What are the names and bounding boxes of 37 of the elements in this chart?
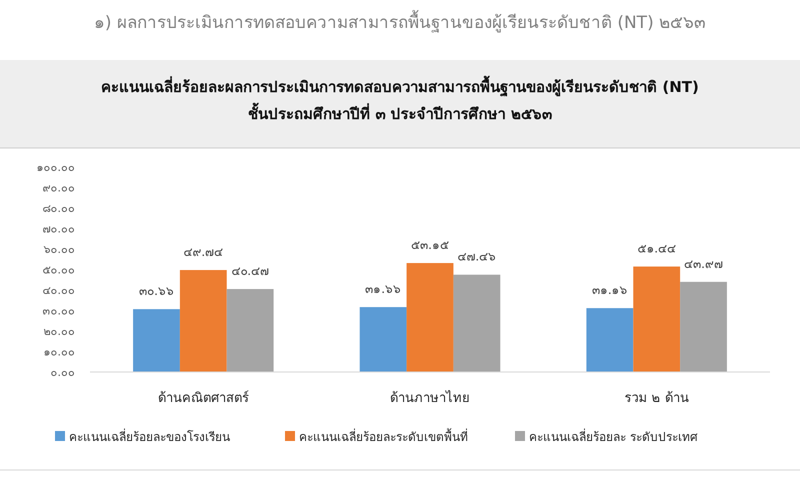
legend-label: คะแนนเฉลี่ยร้อยละระดับเขตพื้นที่ [299, 428, 468, 444]
text: ๑) ผลการประเมินการทดสอบความสามารถพื้นฐานของผู้เรียนระดับชาติ (NT) ๒๕๖๓ [94, 10, 706, 33]
y-tick-label: ๗๐.๐๐ [42, 222, 75, 236]
y-tick-label: ๐.๐๐ [50, 366, 75, 379]
data-label: ๔๐.๔๗ [231, 264, 270, 278]
data-label: ๕๑.๔๔ [637, 242, 676, 256]
chart-title: คะแนนเฉลี่ยร้อยละผลการประเมินการทดสอบความสามารถพื้นฐานของผู้เรียนระดับชาติ (NT) ชั้นประถมศึกษาปีที่ ๓ ประจำปีการศึกษา ๒๕๖๓ [101, 75, 699, 123]
data-label: ๔๗.๔๖ [457, 250, 496, 264]
data-label: ๓๐.๖๖ [139, 284, 174, 298]
x-tick-label: ด้านภาษาไทย [390, 390, 470, 406]
y-tick-label: ๘๐.๐๐ [42, 202, 75, 215]
bar [226, 289, 274, 372]
y-tick-label: ๙๐.๐๐ [42, 181, 75, 194]
bar [633, 266, 680, 372]
y-tick-label: ๑๐.๐๐ [44, 345, 75, 358]
bar [360, 307, 407, 372]
data-label: ๔๙.๗๔ [183, 245, 224, 260]
legend-label: คะแนนเฉลี่ยร้อยละ ระดับประเทศ [529, 428, 698, 444]
bar [180, 270, 227, 372]
bar [133, 309, 180, 372]
data-label: ๓๑.๖๖ [365, 282, 402, 296]
y-tick-label: ๒๐.๐๐ [44, 324, 75, 338]
y-tick-label: ๓๐.๐๐ [42, 304, 75, 318]
bar [406, 263, 454, 372]
x-tick-label: ด้านคณิตศาสตร์ [158, 390, 249, 406]
data-label: ๔๓.๙๗ [684, 256, 723, 271]
y-tick-label: ๕๐.๐๐ [42, 263, 75, 276]
data-label: ๕๓.๑๕ [411, 238, 449, 252]
y-tick-label: ๑๐๐.๐๐ [36, 160, 75, 174]
data-label: ๓๑.๑๖ [592, 283, 628, 298]
bar [680, 282, 727, 372]
bar [586, 308, 634, 372]
bar [453, 274, 500, 372]
y-tick-label: ๔๐.๐๐ [42, 284, 75, 297]
y-tick-label: ๖๐.๐๐ [44, 242, 75, 256]
legend-label: คะแนนเฉลี่ยร้อยละของโรงเรียน [69, 428, 230, 444]
x-tick-label: รวม ๒ ด้าน [624, 391, 689, 406]
